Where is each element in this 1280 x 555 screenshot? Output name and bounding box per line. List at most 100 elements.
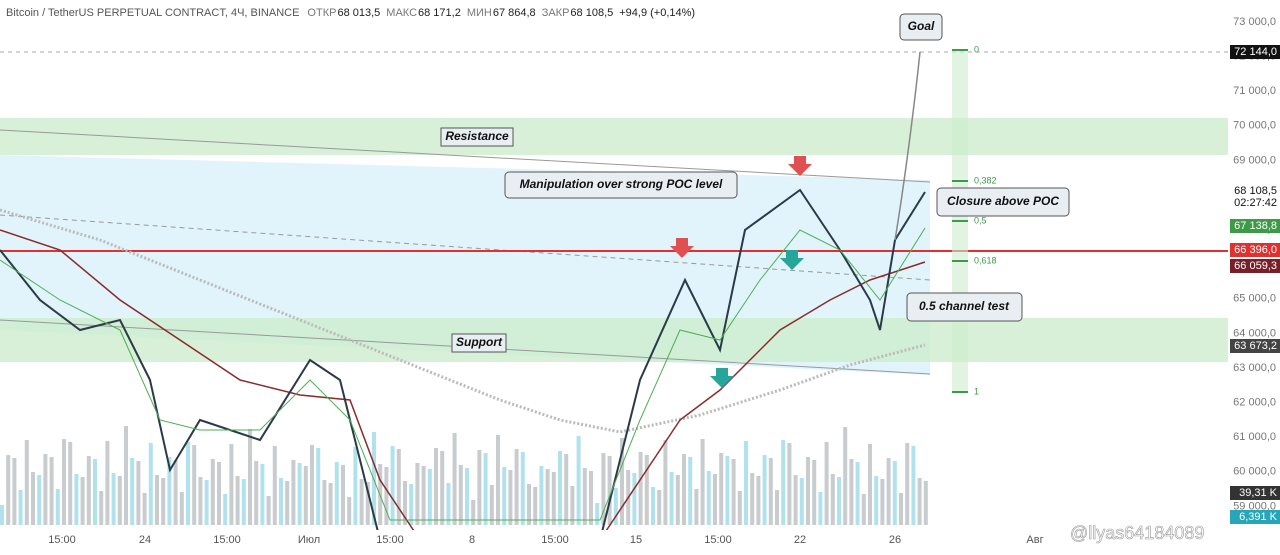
volume-bar [551, 472, 556, 525]
volume-bar [86, 456, 91, 525]
field-value: 68 013,5 [337, 7, 380, 19]
volume-bar [471, 500, 476, 525]
volume-bar [254, 461, 259, 525]
volume-bar [564, 454, 569, 525]
volume-bar [644, 455, 649, 525]
price-label: 60 000,0 [1233, 466, 1276, 478]
fib-label: 0 [974, 44, 979, 54]
volume-bar [527, 484, 531, 525]
volume-bar [117, 476, 122, 525]
volume-bar [0, 505, 4, 525]
volume-bar [130, 458, 135, 525]
volume-bar [458, 465, 463, 525]
volume-bar [353, 447, 358, 525]
volume-bar [892, 461, 897, 525]
field-label: ЗАКР [542, 7, 570, 19]
volume-bar [396, 449, 401, 525]
volume-bar [533, 487, 538, 525]
ma-20 [0, 227, 926, 521]
volume-bar [762, 455, 767, 525]
volume-bar [372, 432, 376, 525]
volume-bar [37, 475, 42, 525]
volume-bar [421, 466, 426, 525]
volume-bar [787, 443, 792, 525]
volume-bar [365, 482, 370, 525]
volume-bar [223, 494, 228, 525]
support-label: Support [456, 335, 503, 349]
volume-bar [489, 485, 494, 525]
fib-label: 0,382 [974, 175, 997, 185]
volume-bar [706, 471, 711, 525]
volume-bar [514, 449, 519, 525]
price-tag [1230, 45, 1280, 59]
volume-bar [799, 478, 804, 525]
field-value: 68 108,5 [570, 7, 613, 19]
price-label: 70 000,0 [1233, 120, 1276, 132]
volume-bar [359, 479, 364, 525]
volume-bar [124, 426, 128, 525]
volume-bar [520, 452, 525, 525]
channel-test-label: 0.5 channel test [919, 299, 1010, 313]
price-tag-label: 63 673,2 [1234, 340, 1277, 352]
volume-bar [279, 478, 283, 525]
volume-bar [161, 478, 166, 525]
volume-bar [558, 451, 562, 525]
volume-bar [341, 465, 345, 525]
volume-bar [750, 473, 755, 525]
volume-bar [204, 480, 209, 525]
volume-bar [148, 443, 153, 525]
volume-bar [917, 478, 922, 525]
volume-bar [663, 440, 668, 525]
price-tag [1230, 486, 1280, 500]
manipulation-label: Manipulation over strong POC level [520, 177, 723, 191]
volume-bar [923, 481, 928, 525]
volume-bar [6, 455, 11, 525]
volume-bar [607, 456, 612, 525]
volume-bar [781, 440, 786, 525]
time-label: 15:00 [48, 534, 76, 546]
volume-bar [266, 496, 271, 525]
volume-bar [390, 446, 395, 525]
resistance-label: Resistance [445, 129, 509, 143]
resistance-box [440, 127, 514, 147]
closure-label: Closure above POC [947, 194, 1059, 208]
volume-bar [434, 448, 438, 525]
volume-bar [545, 469, 550, 525]
header: Bitcoin / TetherUS PERPETUAL CONTRACT, 4… [6, 7, 695, 19]
price-label: 62 000,0 [1233, 397, 1276, 409]
field-label: ОТКР [307, 7, 336, 19]
field-value: 68 171,2 [418, 7, 461, 19]
volume-bar [198, 477, 203, 525]
volume-bar [74, 474, 79, 525]
price-axis-bg [1228, 0, 1280, 555]
volume-bar [99, 491, 104, 525]
volume-bar [737, 491, 742, 525]
volume-bar [12, 458, 17, 525]
price-tag-label: 6,391 K [1239, 511, 1278, 523]
volume-bar [601, 453, 606, 525]
price-label: 69 000,0 [1233, 154, 1276, 166]
ma-200 [0, 208, 926, 434]
price-label: 63 000,0 [1233, 362, 1276, 374]
time-label: 26 [889, 534, 901, 546]
volume-bar [582, 468, 587, 525]
volume-bar [272, 446, 277, 525]
field-label: МАКС [386, 7, 417, 19]
volume-bar [465, 468, 469, 525]
time-label: 15 [630, 534, 642, 546]
volume-bar [830, 474, 835, 525]
volume-bar [874, 476, 879, 525]
price-label: 64 000,0 [1233, 327, 1276, 339]
volume-bar [62, 439, 66, 525]
volume-bar [824, 442, 829, 525]
price-tag-label: 02:27:42 [1234, 197, 1277, 209]
volume-bar [756, 476, 761, 525]
field-value: 67 864,8 [493, 7, 536, 19]
volume-bar [502, 467, 507, 525]
volume-bar [713, 474, 717, 525]
volume-bar [24, 440, 29, 525]
closure-box [936, 187, 1070, 217]
watermark: @llyas64184089 [1070, 523, 1204, 543]
